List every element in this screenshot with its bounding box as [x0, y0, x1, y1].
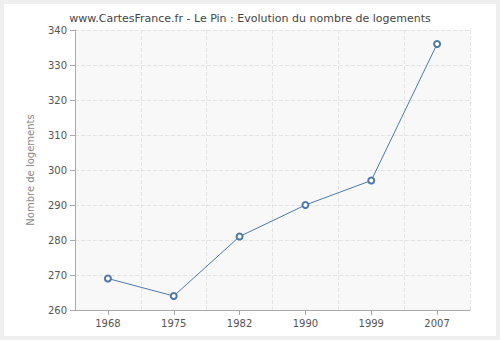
svg-text:290: 290 — [48, 200, 67, 211]
svg-text:260: 260 — [48, 305, 67, 316]
svg-text:340: 340 — [48, 25, 67, 36]
svg-text:330: 330 — [48, 60, 67, 71]
svg-text:1975: 1975 — [161, 318, 186, 329]
svg-text:300: 300 — [48, 165, 67, 176]
svg-text:270: 270 — [48, 270, 67, 281]
svg-text:www.CartesFrance.fr - Le Pin :: www.CartesFrance.fr - Le Pin : Evolution… — [69, 12, 431, 25]
svg-text:310: 310 — [48, 130, 67, 141]
svg-text:280: 280 — [48, 235, 67, 246]
svg-text:1999: 1999 — [359, 318, 384, 329]
svg-text:1990: 1990 — [293, 318, 318, 329]
svg-text:2007: 2007 — [424, 318, 449, 329]
svg-text:1968: 1968 — [95, 318, 120, 329]
svg-text:320: 320 — [48, 95, 67, 106]
svg-text:1982: 1982 — [227, 318, 252, 329]
svg-text:Nombre de logements: Nombre de logements — [25, 114, 36, 225]
